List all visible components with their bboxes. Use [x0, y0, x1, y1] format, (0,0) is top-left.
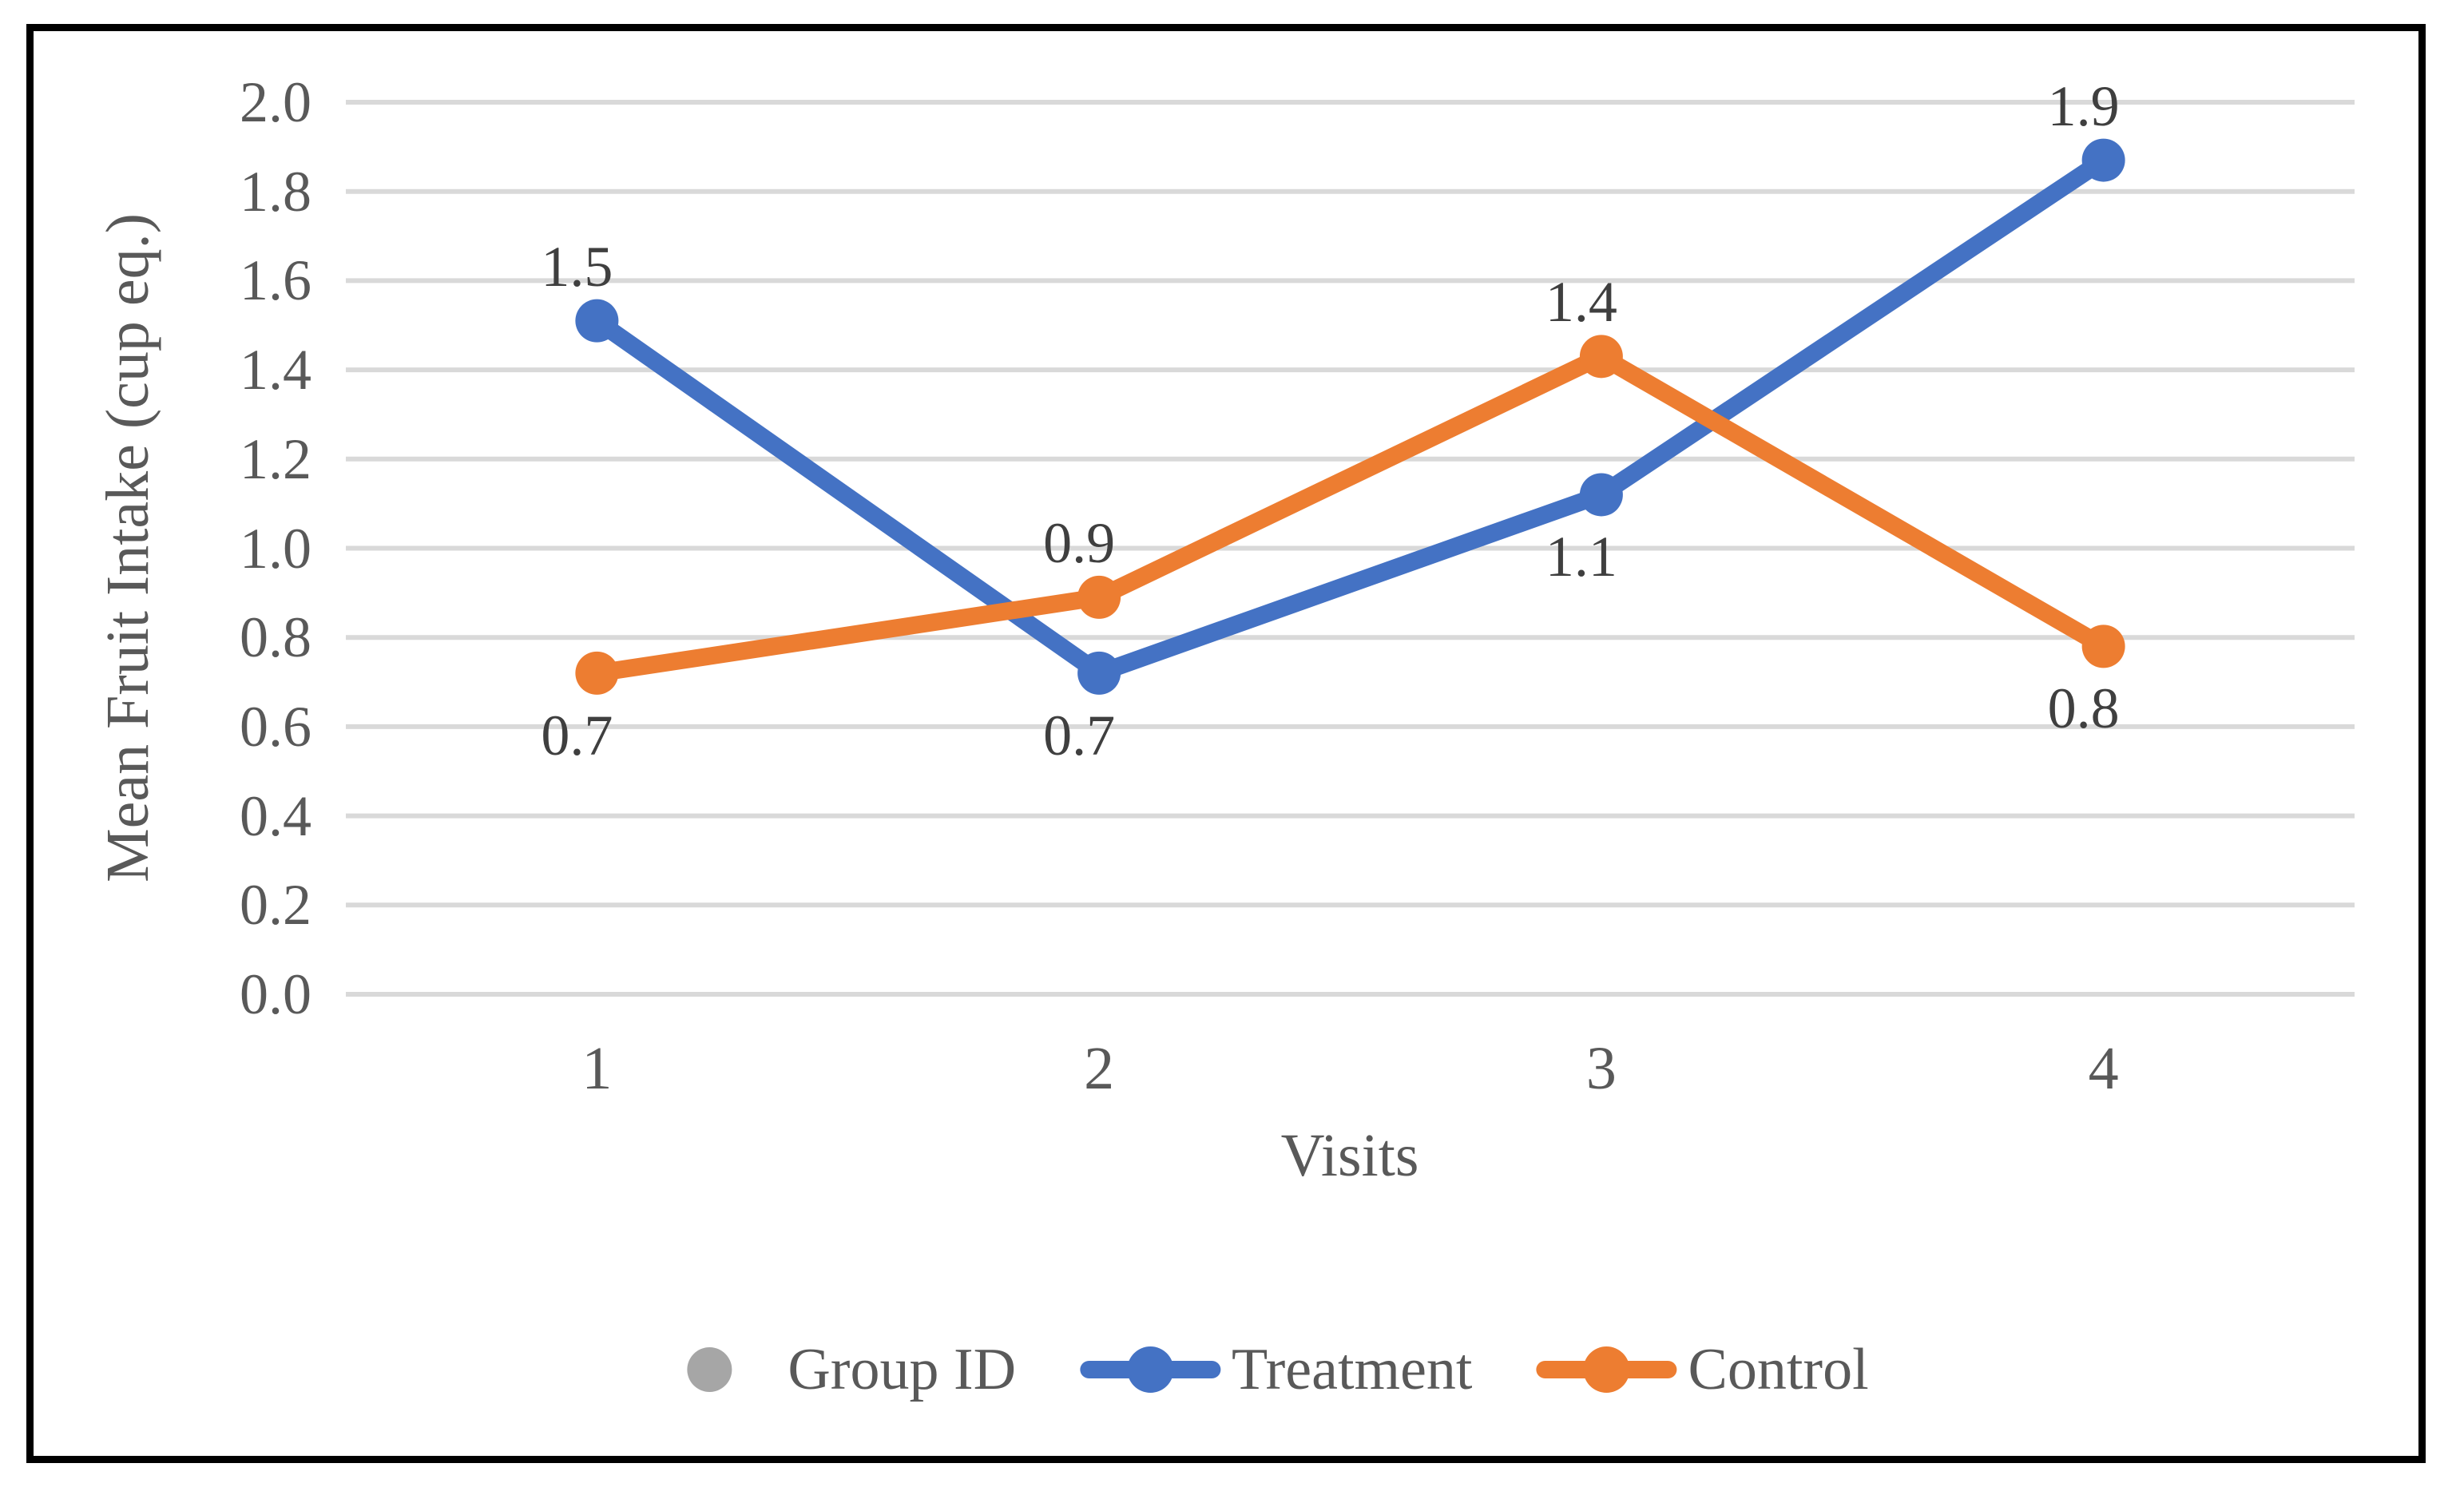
y-tick-label: 1.8 [240, 159, 311, 224]
legend-dot-marker-icon [687, 1347, 732, 1392]
data-point-marker [575, 651, 619, 695]
data-label: 1.5 [541, 234, 613, 299]
y-tick-label: 0.4 [240, 783, 311, 848]
legend-item-treatment: Treatment [1080, 1337, 1473, 1402]
legend-line-dot-icon [1127, 1346, 1174, 1393]
legend-label: Treatment [1232, 1337, 1473, 1402]
figure-border [26, 24, 2426, 1463]
data-label: 0.8 [2047, 676, 2120, 741]
y-axis-title: Mean Fruit Intake (cup eq.) [94, 213, 161, 882]
series-lines [575, 138, 2125, 695]
y-tick-label: 1.2 [240, 426, 311, 491]
legend-line-dot-icon [1583, 1346, 1630, 1393]
data-point-marker [575, 299, 619, 343]
legend-line-marker-icon [1080, 1346, 1221, 1393]
data-point-marker [1579, 335, 1623, 379]
data-label: 1.9 [2047, 73, 2120, 138]
data-label: 0.7 [1043, 703, 1116, 767]
data-label: 1.1 [1545, 525, 1617, 589]
data-point-marker [2081, 138, 2125, 182]
y-tick-label: 0.2 [240, 873, 311, 938]
y-tick-label: 0.8 [240, 605, 311, 670]
y-tick-label: 0.0 [240, 962, 311, 1026]
data-label: 0.9 [1043, 510, 1116, 575]
y-tick-label: 1.4 [240, 338, 311, 402]
series-line-treatment [588, 151, 2113, 682]
legend-item-group-id: Group ID [687, 1340, 1016, 1399]
y-tick-label: 2.0 [240, 70, 311, 134]
y-tick-label: 1.6 [240, 248, 311, 313]
legend-item-control: Control [1536, 1337, 1869, 1402]
data-label: 1.4 [1545, 270, 1617, 335]
data-point-marker [1077, 651, 1121, 695]
legend-label: Group ID [788, 1337, 1017, 1402]
data-label: 0.7 [541, 703, 613, 767]
data-point-marker [1579, 473, 1623, 517]
legend-label: Control [1688, 1337, 1869, 1402]
data-point-marker [2081, 625, 2125, 668]
x-tick-label: 2 [1084, 1035, 1115, 1102]
y-tick-label: 1.0 [240, 516, 311, 581]
x-axis-title: Visits [1280, 1122, 1419, 1189]
legend-line-marker-icon [1536, 1346, 1677, 1393]
series-line-control [588, 347, 2113, 682]
data-point-marker [1077, 575, 1121, 619]
y-tick-label: 0.6 [240, 694, 311, 759]
x-tick-label: 4 [2088, 1035, 2119, 1102]
x-tick-label: 1 [581, 1035, 613, 1102]
legend: Group ID Treatment Control [687, 1337, 1869, 1402]
x-tick-label: 3 [1585, 1035, 1617, 1102]
gridlines [346, 100, 2355, 997]
